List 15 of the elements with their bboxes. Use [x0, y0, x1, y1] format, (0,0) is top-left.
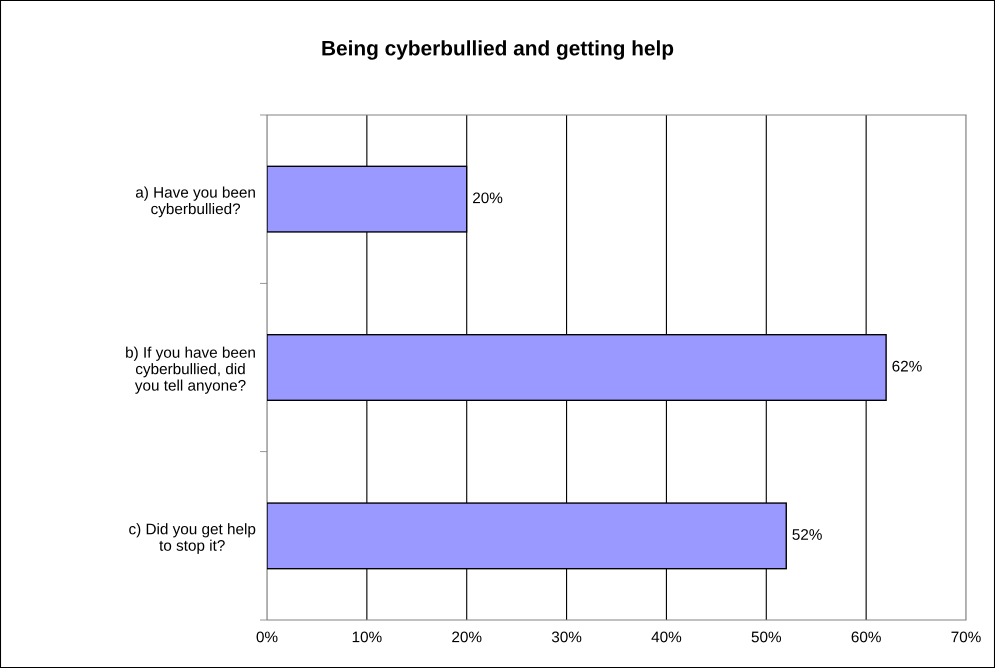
data-label: 52%	[792, 529, 822, 540]
x-tick-label: 10%	[352, 632, 382, 642]
y-tick-label: a) Have you been cyberbullied?	[136, 186, 255, 218]
y-tick-label: c) Did you get help to stop it?	[129, 523, 256, 554]
data-label: 20%	[473, 192, 502, 204]
x-tick-label: 70%	[951, 632, 981, 642]
x-tick-label: 20%	[452, 632, 482, 642]
x-tick-label: 40%	[651, 632, 682, 642]
x-tick-label: 60%	[852, 632, 881, 642]
x-tick-label: 30%	[552, 632, 582, 642]
chart-title: Being cyberbullied and getting help	[322, 40, 674, 60]
x-tick-label: 0%	[256, 632, 278, 642]
x-tick-label: 50%	[752, 632, 782, 642]
y-tick-label: b) If you have been cyberbullied, did you tell anyone?	[126, 346, 255, 394]
data-label: 62%	[892, 360, 922, 372]
